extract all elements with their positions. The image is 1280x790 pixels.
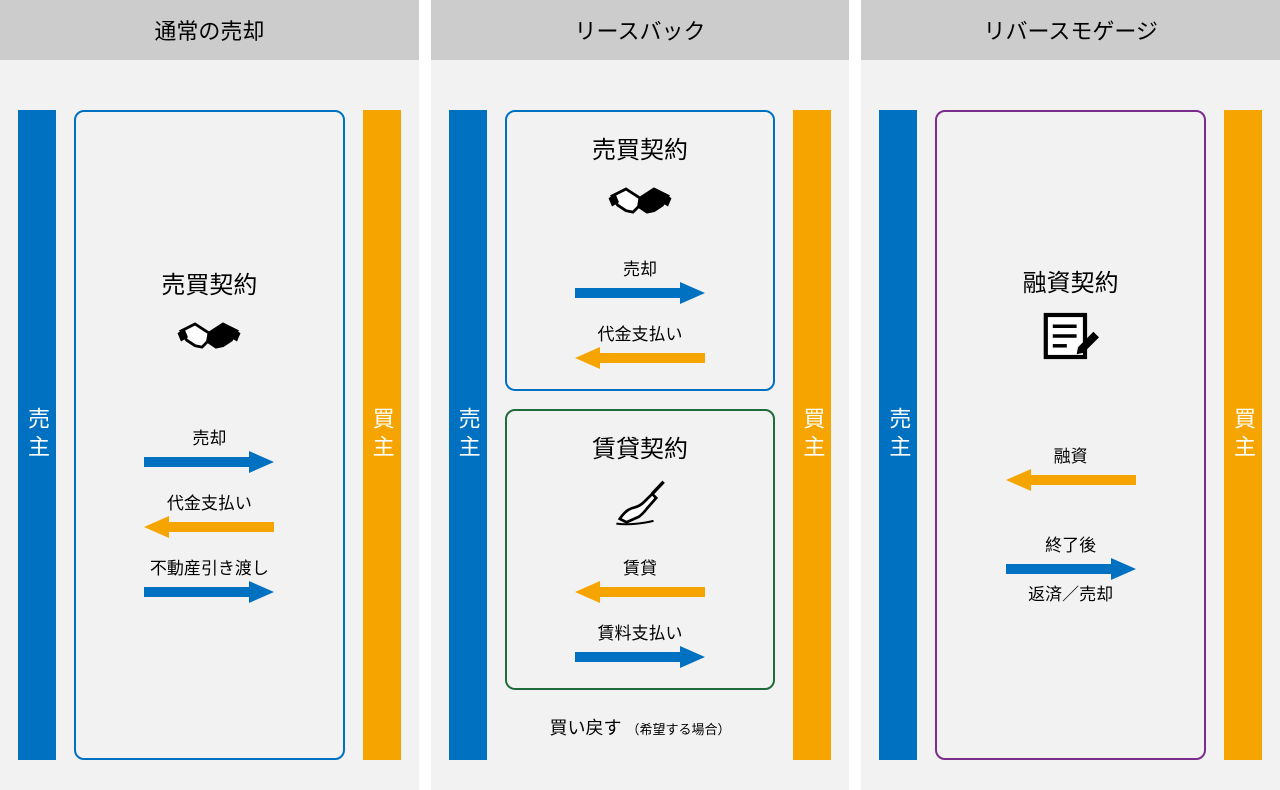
arrow-left-icon [144,516,274,538]
handshake-icon [605,175,675,231]
flow-rent: 賃料支払い [575,619,705,668]
sale-contract-box: 売買契約 売却 代金支払い [505,110,776,391]
flow-loan: 融資 [1006,442,1136,491]
seller-bar: 売主 [18,110,56,760]
arrow-left-icon [1006,469,1136,491]
panel-title: リースバック [431,0,850,60]
lease-contract-box: 賃貸契約 賃貸 賃料支払い [505,409,776,690]
sale-contract-box: 売買契約 売却 代金支払い 不動産引き渡し [74,110,345,760]
panel-leaseback: リースバック 売主 売買契約 売却 代金支払い [431,0,850,790]
panel-title: 通常の売却 [0,0,419,60]
flow-sale: 売却 [575,255,705,304]
arrow-right-icon [144,581,274,603]
panel-body: 売主 融資契約 融資 終了後 返済／売却 [861,60,1280,790]
center-column: 融資契約 融資 終了後 返済／売却 [931,110,1210,760]
contract-title: 売買契約 [592,130,688,165]
flow-repay: 終了後 返済／売却 [1006,531,1136,605]
arrow-right-icon [575,282,705,304]
buyer-bar: 買主 [793,110,831,760]
panel-normal-sale: 通常の売却 売主 売買契約 売却 代金支払い [0,0,419,790]
flow-payment: 代金支払い [144,489,274,538]
center-column: 売買契約 売却 代金支払い 賃貸契約 [501,110,780,760]
sign-icon [605,474,675,530]
flow-handover: 不動産引き渡し [144,554,274,603]
seller-bar: 売主 [449,110,487,760]
doc-icon [1036,308,1106,364]
arrow-left-icon [575,581,705,603]
seller-bar: 売主 [879,110,917,760]
buyer-bar: 買主 [1224,110,1262,760]
arrow-right-icon [1006,558,1136,580]
handshake-icon [174,310,244,366]
center-column: 売買契約 売却 代金支払い 不動産引き渡し [70,110,349,760]
contract-title: 賃貸契約 [592,429,688,464]
buyback-note: 買い戻す （希望する場合） [505,714,776,740]
loan-contract-box: 融資契約 融資 終了後 返済／売却 [935,110,1206,760]
arrow-right-icon [144,451,274,473]
panel-title: リバースモゲージ [861,0,1280,60]
arrow-right-icon [575,646,705,668]
panel-body: 売主 売買契約 売却 代金支払い [431,60,850,790]
contract-title: 売買契約 [161,265,257,300]
panel-reverse-mortgage: リバースモゲージ 売主 融資契約 融資 終了後 返済／売却 [861,0,1280,790]
arrow-left-icon [575,347,705,369]
flow-sale: 売却 [144,424,274,473]
buyer-bar: 買主 [363,110,401,760]
flow-payment: 代金支払い [575,320,705,369]
panel-body: 売主 売買契約 売却 代金支払い 不動産引き [0,60,419,790]
flow-lease: 賃貸 [575,554,705,603]
contract-title: 融資契約 [1023,263,1119,298]
diagram-container: 通常の売却 売主 売買契約 売却 代金支払い [0,0,1280,790]
